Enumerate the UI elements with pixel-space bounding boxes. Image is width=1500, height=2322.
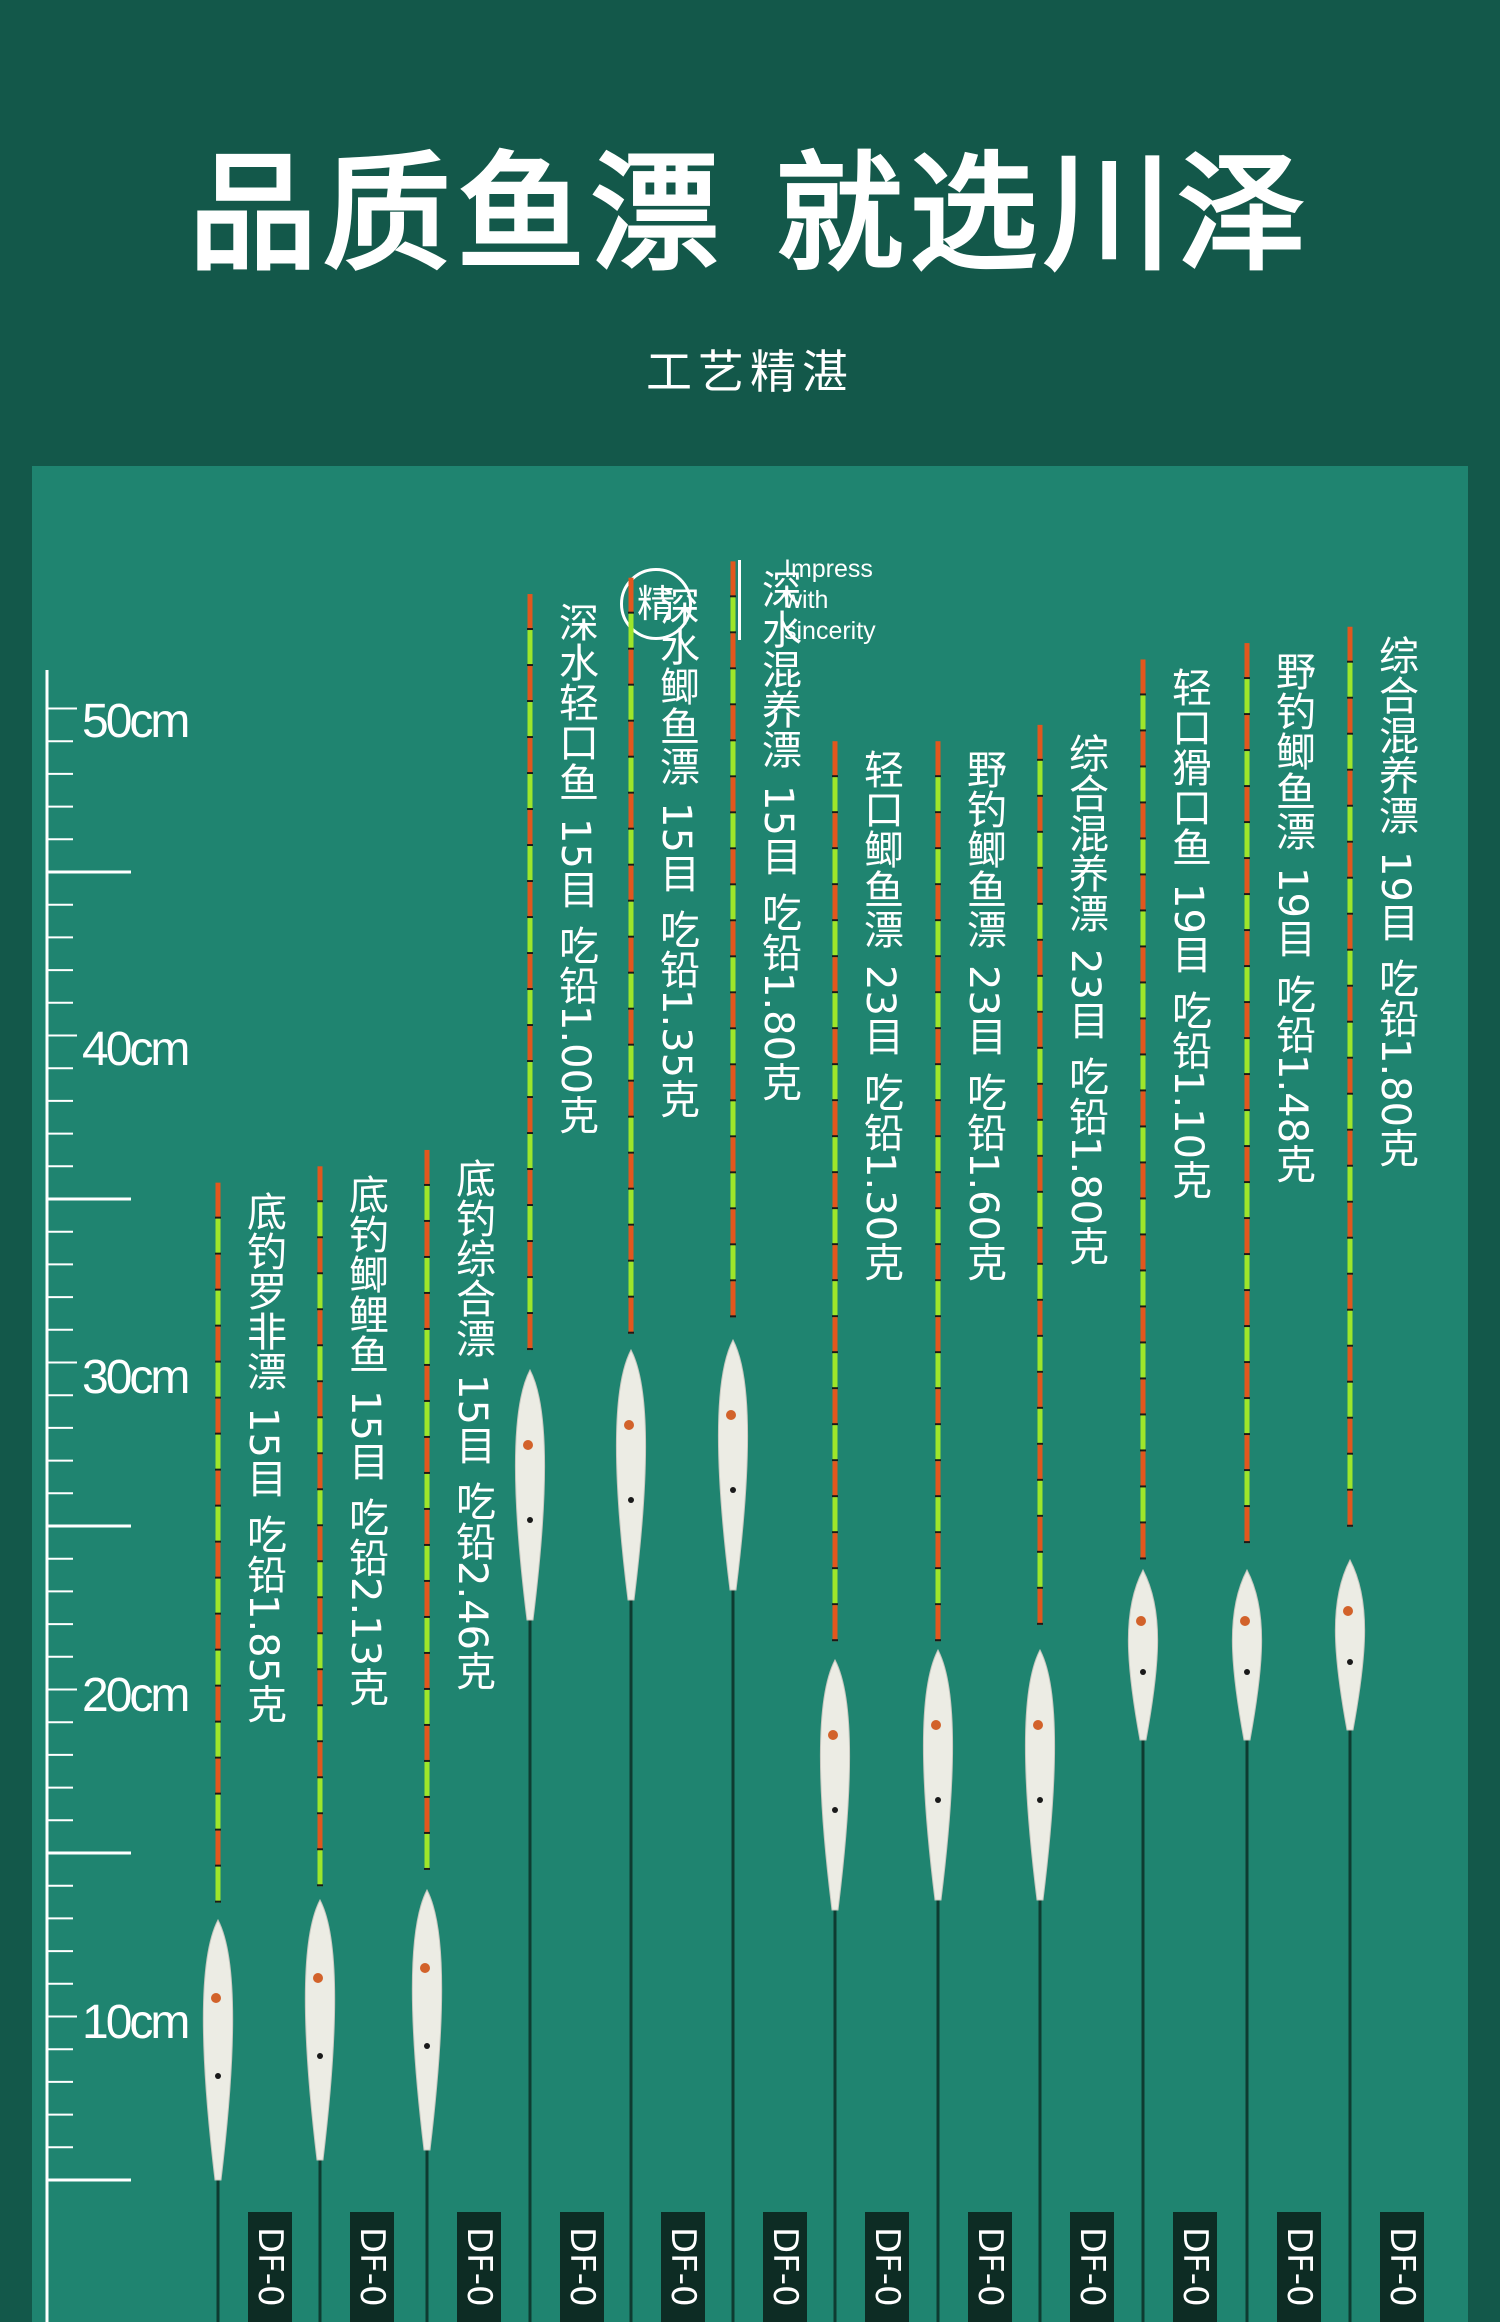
- float-lead: 吃铅1.80克: [755, 892, 801, 1102]
- product-panel: [32, 466, 1468, 2322]
- float-lead: 吃铅1.10克: [1165, 990, 1211, 1200]
- float-label: 深水鲫鱼漂 15目吃铅1.35克: [653, 586, 699, 1118]
- float-model-tag: DF-0: [763, 2212, 807, 2322]
- float-lead: 吃铅2.46克: [449, 1480, 495, 1690]
- float-spec: 15目: [552, 818, 598, 909]
- float-label: 野钓鲫鱼漂 23目吃铅1.60克: [960, 749, 1006, 1281]
- float-spec: 15目: [449, 1373, 495, 1465]
- tagline-line: sincerity: [784, 617, 876, 645]
- float-label: 综合混养漂 19目吃铅1.80克: [1372, 635, 1418, 1167]
- float-model-tag: DF-0: [1173, 2212, 1217, 2322]
- float-lead: 吃铅1.00克: [552, 924, 598, 1135]
- float-spec: 23目: [857, 965, 903, 1057]
- float-model-tag: DF-0: [248, 2212, 292, 2322]
- float-spec: 23目: [1062, 948, 1108, 1040]
- float-model-tag: DF-0: [1380, 2212, 1424, 2322]
- float-label: 底钓鲫鲤鱼 15目吃铅2.13克: [342, 1174, 388, 1706]
- float-name: 轻口猾口鱼: [1165, 667, 1211, 868]
- float-name: 综合混养漂: [1062, 732, 1108, 933]
- float-model-tag: DF-0: [661, 2212, 705, 2322]
- float-spec: 19目: [1372, 850, 1418, 942]
- float-model-tag: DF-0: [1277, 2212, 1321, 2322]
- float-name: 底钓综合漂: [449, 1157, 495, 1358]
- float-label: 底钓综合漂 15目吃铅2.46克: [449, 1158, 495, 1690]
- float-lead: 吃铅1.80克: [1062, 1055, 1108, 1265]
- float-label: 深水轻口鱼 15目吃铅1.00克: [552, 602, 598, 1134]
- float-name: 综合混养漂: [1372, 634, 1418, 835]
- brand-seal-icon: 精: [620, 568, 692, 640]
- float-label: 深水混养漂 15目吃铅1.80克: [755, 569, 801, 1101]
- float-spec: 15目: [342, 1390, 388, 1482]
- float-label: 野钓鲫鱼漂 19目吃铅1.48克: [1269, 651, 1315, 1183]
- brand-tagline: Impress with sincerity: [784, 554, 924, 647]
- float-model-tag: DF-0: [1070, 2212, 1114, 2322]
- float-name: 轻口鲫鱼漂: [857, 749, 903, 950]
- float-name: 深水鲫鱼漂: [653, 585, 699, 786]
- float-model-tag: DF-0: [968, 2212, 1012, 2322]
- float-spec: 15目: [755, 785, 801, 877]
- float-spec: 19目: [1165, 883, 1211, 975]
- ruler-label-20: 20cm: [82, 1669, 190, 1722]
- float-label: 综合混养漂 23目吃铅1.80克: [1062, 733, 1108, 1265]
- tagline-line: Impress: [784, 555, 873, 583]
- float-spec: 19目: [1269, 867, 1315, 958]
- float-name: 野钓鲫鱼漂: [1269, 651, 1315, 852]
- tagline-line: with: [784, 586, 829, 614]
- float-lead: 吃铅1.35克: [653, 908, 699, 1118]
- page-title: 品质鱼漂 就选川泽: [188, 140, 1312, 289]
- float-label: 底钓罗非漂 15目吃铅1.85克: [240, 1191, 286, 1723]
- float-model-tag: DF-0: [865, 2212, 909, 2322]
- float-lead: 吃铅1.80克: [1372, 957, 1418, 1167]
- float-name: 深水轻口鱼: [552, 602, 598, 803]
- float-name: 野钓鲫鱼漂: [960, 749, 1006, 950]
- logo-divider: [738, 560, 741, 640]
- float-lead: 吃铅1.30克: [857, 1072, 903, 1282]
- float-label: 轻口猾口鱼 19目吃铅1.10克: [1165, 667, 1211, 1199]
- float-name: 深水混养漂: [755, 569, 801, 770]
- float-label: 轻口鲫鱼漂 23目吃铅1.30克: [857, 749, 903, 1281]
- ruler-label-10: 10cm: [82, 1996, 190, 2049]
- float-lead: 吃铅1.48克: [1269, 974, 1315, 1184]
- float-lead: 吃铅1.60克: [960, 1072, 1006, 1282]
- float-spec: 15目: [653, 801, 699, 893]
- float-spec: 15目: [240, 1406, 286, 1498]
- float-model-tag: DF-0: [350, 2212, 394, 2322]
- ruler-label-30: 30cm: [82, 1351, 190, 1404]
- ruler-label-40: 40cm: [82, 1023, 190, 1076]
- page-subtitle: 工艺精湛: [646, 345, 854, 399]
- float-name: 底钓鲫鲤鱼: [342, 1174, 388, 1375]
- float-model-tag: DF-0: [457, 2212, 501, 2322]
- float-spec: 23目: [960, 965, 1006, 1057]
- float-lead: 吃铅2.13克: [342, 1497, 388, 1707]
- float-name: 底钓罗非漂: [240, 1190, 286, 1391]
- float-model-tag: DF-0: [560, 2212, 604, 2322]
- ruler-label-50: 50cm: [82, 695, 190, 748]
- float-lead: 吃铅1.85克: [240, 1513, 286, 1723]
